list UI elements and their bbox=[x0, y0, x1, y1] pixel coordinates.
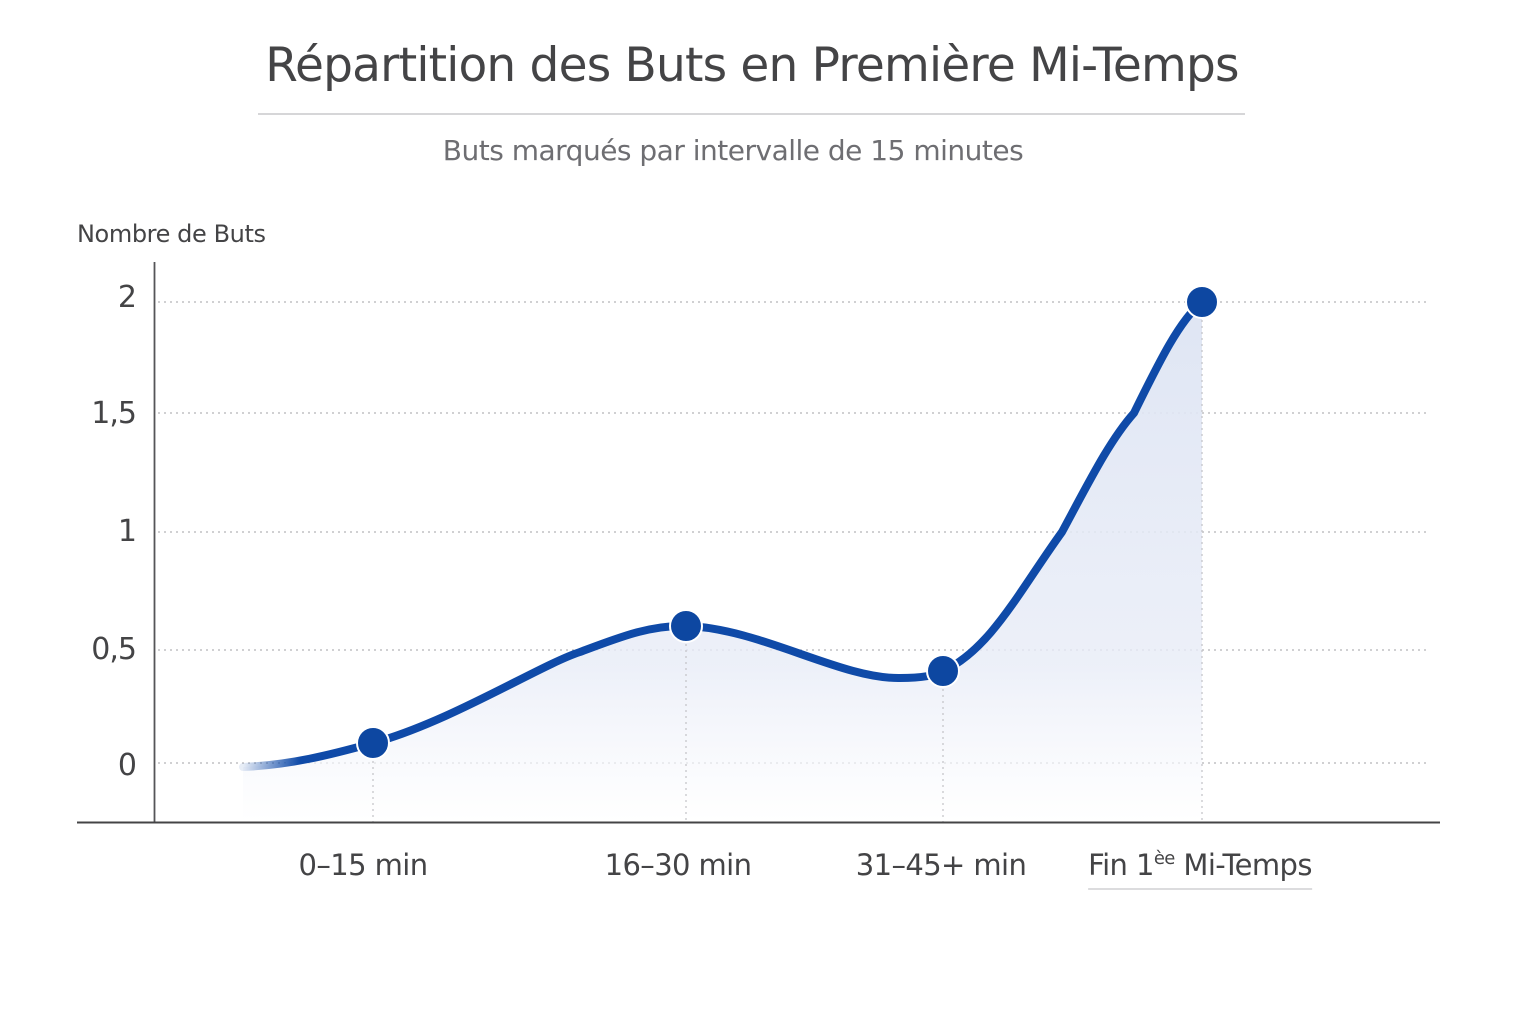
x-tick-0-15: 0–15 min bbox=[298, 848, 429, 882]
x-tick-31-45: 31–45+ min bbox=[855, 848, 1027, 882]
title-divider bbox=[258, 113, 1245, 115]
marker-31-45 bbox=[926, 654, 960, 688]
x-tick-fin-prefix: Fin 1 bbox=[1088, 848, 1154, 882]
y-axis-title: Nombre de Buts bbox=[77, 220, 266, 248]
drop-lines bbox=[372, 314, 1203, 822]
marker-16-30 bbox=[669, 609, 703, 643]
y-tick-1: 1 bbox=[117, 514, 137, 549]
y-tick-0-5: 0,5 bbox=[91, 632, 137, 667]
series-line bbox=[239, 298, 1206, 771]
y-tick-2: 2 bbox=[117, 280, 137, 315]
marker-0-15 bbox=[356, 726, 390, 760]
x-tick-fin-mi-temps: Fin 1èe Mi-Temps bbox=[1088, 848, 1312, 890]
marker-fin-mi-temps bbox=[1185, 285, 1219, 319]
area-fill bbox=[243, 302, 1202, 822]
x-tick-fin-suffix: Mi-Temps bbox=[1174, 848, 1312, 882]
chart-title: Répartition des Buts en Première Mi-Temp… bbox=[265, 38, 1239, 93]
data-markers bbox=[356, 285, 1219, 760]
y-tick-0: 0 bbox=[117, 748, 137, 783]
x-tick-16-30: 16–30 min bbox=[604, 848, 752, 882]
x-tick-fin-superscript: èe bbox=[1153, 848, 1176, 869]
y-tick-1-5: 1,5 bbox=[91, 396, 137, 431]
chart-subtitle: Buts marqués par intervalle de 15 minute… bbox=[442, 134, 1024, 167]
